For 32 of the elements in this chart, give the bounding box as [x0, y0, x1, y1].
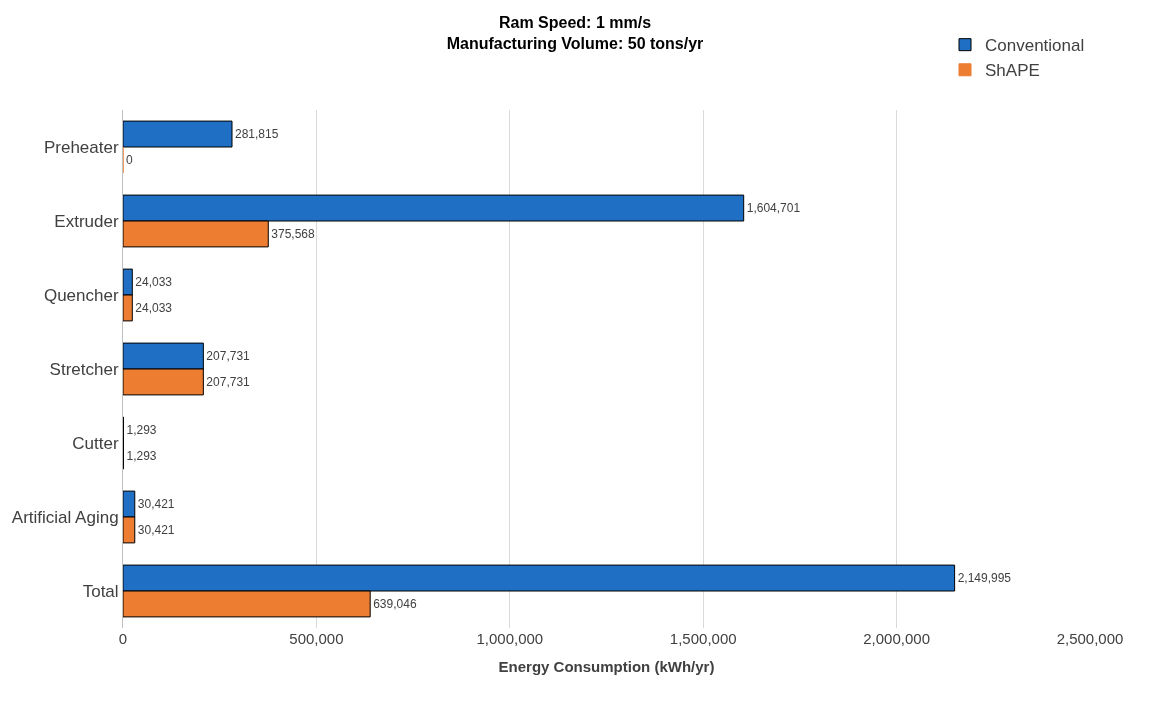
x-tick-label: 0	[118, 630, 128, 647]
legend-label: ShAPE	[985, 61, 1040, 81]
data-label: 1,293	[126, 448, 157, 463]
y-tick-label: Quencher	[43, 285, 119, 305]
data-label: 375,568	[271, 226, 315, 241]
x-tick-label: 2,000,000	[863, 630, 930, 647]
legend-label: Conventional	[985, 36, 1085, 56]
data-label: 281,815	[235, 127, 279, 142]
x-tick-label: 1,000,000	[476, 630, 544, 647]
data-label: 2,149,995	[957, 571, 1012, 586]
data-label: 207,731	[206, 349, 251, 364]
y-tick-label: Stretcher	[49, 359, 119, 379]
data-label: 639,046	[373, 596, 417, 611]
chart-title: Ram Speed: 1 mm/s Manufacturing Volume: 50 tons/yr	[446, 14, 704, 53]
y-tick-label: Total	[82, 581, 119, 601]
x-tick-label: 2,500,000	[1056, 630, 1124, 647]
data-label: 30,421	[137, 497, 175, 512]
data-label: 0	[126, 152, 133, 167]
y-tick-label: Artificial Aging	[11, 507, 119, 527]
y-tick-label: Cutter	[72, 433, 119, 453]
y-tick-label: Extruder	[54, 211, 119, 231]
data-label: 207,731	[206, 374, 251, 389]
x-tick-label: 500,000	[289, 630, 344, 647]
data-label: 24,033	[135, 275, 173, 290]
x-tick-label: 1,500,000	[669, 630, 737, 647]
data-label: 1,293	[126, 423, 157, 438]
data-label: 24,033	[135, 300, 173, 315]
data-label: 1,604,701	[746, 201, 801, 216]
bar	[123, 120, 233, 148]
y-tick-label: Preheater	[43, 137, 119, 157]
x-axis-title: Energy Consumption (kWh/yr)	[498, 658, 715, 675]
data-label: 30,421	[137, 522, 175, 537]
